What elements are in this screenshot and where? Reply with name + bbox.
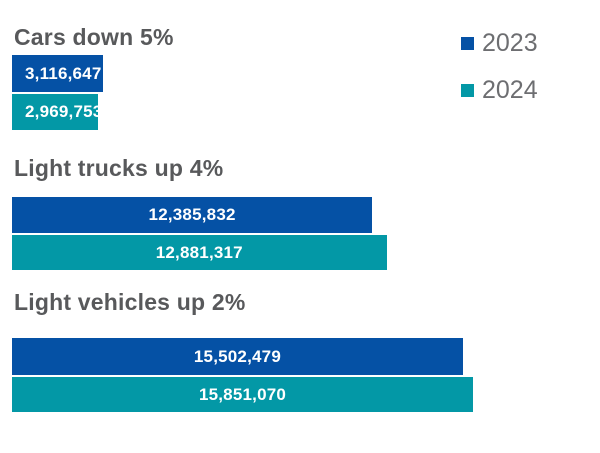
group-title-cars: Cars down 5% [14,24,174,50]
legend-row-2023: 2023 [461,30,538,56]
bar-value-label-light-vehicles-2024: 15,851,070 [198,384,287,404]
bar-light-vehicles-2024: 15,851,070 [12,377,473,412]
bar-value-label-cars-2023: 3,116,647 [25,63,102,83]
group-title-light-trucks: Light trucks up 4% [14,155,224,181]
bar-light-trucks-2023: 12,385,832 [12,197,373,233]
group-title-light-vehicles: Light vehicles up 2% [14,289,246,315]
legend-swatch-2023-icon [461,36,474,50]
legend-swatch-2024-icon [461,83,474,97]
bar-value-label-light-trucks-2024: 12,881,317 [155,242,243,262]
legend: 2023 2024 [461,30,538,103]
bar-cars-2023: 3,116,647 [12,55,103,92]
bar-cars-2024: 2,969,753 [12,94,99,130]
legend-label-2024: 2024 [482,76,538,104]
bar-light-vehicles-2023: 15,502,479 [12,338,463,375]
legend-label-2023: 2023 [482,29,538,57]
bar-light-trucks-2024: 12,881,317 [12,235,387,270]
bar-value-label-light-trucks-2023: 12,385,832 [148,205,236,224]
legend-row-2024: 2024 [461,77,538,103]
bar-value-label-light-vehicles-2023: 15,502,479 [193,346,281,366]
bar-value-label-cars-2024: 2,969,753 [25,102,99,121]
